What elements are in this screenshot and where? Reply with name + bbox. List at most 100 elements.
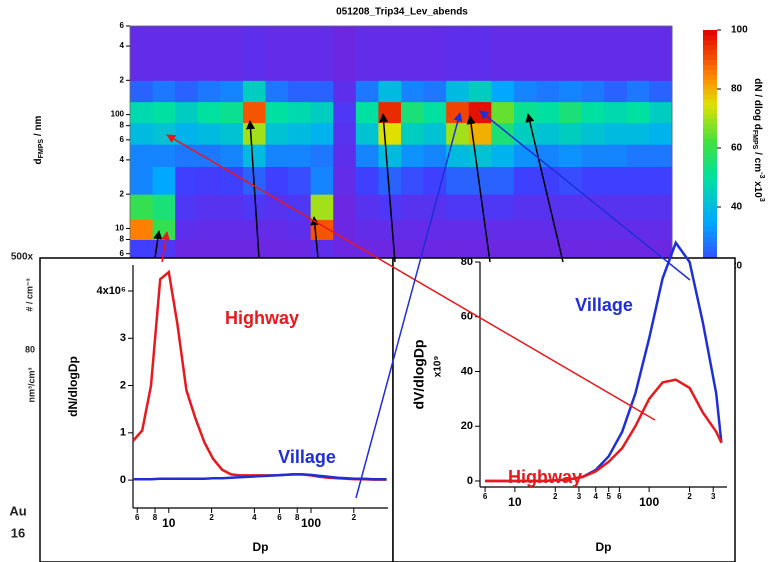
heat-cell	[220, 26, 243, 81]
heat-cell	[198, 239, 221, 258]
heat-cell	[378, 239, 401, 258]
heat-cell	[604, 194, 627, 220]
heat-cell	[266, 194, 289, 220]
y-tick-label: 0	[120, 474, 126, 486]
heat-cell	[537, 80, 560, 102]
colorbar-step	[703, 202, 717, 207]
colorbar-label-part: 3	[758, 198, 765, 202]
heat-cell	[424, 239, 447, 258]
colorbar-label-part: x10	[752, 178, 763, 198]
heat-cell	[627, 194, 650, 220]
heat-cell	[469, 102, 492, 124]
colorbar-step	[703, 178, 717, 183]
heat-cell	[153, 26, 176, 81]
heat-cell	[356, 219, 379, 240]
heat-cell	[491, 26, 514, 81]
y-axis-label-part: FMPS	[38, 139, 45, 159]
heat-cell	[537, 239, 560, 258]
heat-cell	[514, 102, 537, 124]
colorbar-step	[703, 114, 717, 119]
colorbar-step	[703, 207, 717, 212]
y-tick-label: 40	[461, 365, 473, 377]
colorbar-step	[703, 50, 717, 55]
heat-cell	[198, 80, 221, 102]
heat-cell	[446, 80, 469, 102]
heat-cell	[604, 102, 627, 124]
heat-cell	[424, 123, 447, 145]
heat-cell	[333, 102, 356, 124]
heat-cell	[311, 194, 334, 220]
series-label: Village	[278, 447, 336, 467]
heat-cell	[582, 102, 605, 124]
heat-cell	[469, 219, 492, 240]
heat-cell	[130, 239, 153, 258]
heatmap-title: 051208_Trip34_Lev_abends	[336, 7, 468, 18]
heat-cell	[582, 26, 605, 81]
y-axis-label: dFMPS / nm	[33, 115, 46, 164]
heat-cell	[582, 123, 605, 145]
heat-cell	[175, 239, 198, 258]
colorbar-step	[703, 158, 717, 163]
heat-cell	[333, 80, 356, 102]
colorbar-step	[703, 40, 717, 45]
heat-cell	[424, 80, 447, 102]
background-text: 500x	[11, 252, 34, 263]
heat-cell	[220, 219, 243, 240]
heat-cell	[559, 239, 582, 258]
colorbar-step	[703, 187, 717, 192]
colorbar-step	[703, 45, 717, 50]
y-tick-label: 6	[120, 135, 125, 144]
y-tick-label: 2	[120, 189, 125, 198]
heat-cell	[649, 194, 672, 220]
colorbar-step	[703, 60, 717, 65]
colorbar-step	[703, 84, 717, 89]
heat-cell	[514, 80, 537, 102]
colorbar-label-part: / cm	[752, 149, 763, 172]
y-tick-label: 4	[120, 155, 125, 164]
colorbar-label-part: dN / dlog d	[752, 78, 763, 130]
heat-cell	[333, 239, 356, 258]
colorbar-tick-label: 60	[731, 143, 743, 154]
heat-cell	[153, 194, 176, 220]
heat-cell	[649, 80, 672, 102]
heat-cell	[401, 144, 424, 167]
colorbar-step	[703, 128, 717, 133]
heat-cell	[424, 166, 447, 194]
colorbar-tick-label: 40	[731, 202, 743, 213]
x-tick-label: 2	[553, 492, 558, 501]
heat-cell	[446, 26, 469, 81]
heat-cell	[424, 144, 447, 167]
heat-cell	[175, 80, 198, 102]
y-tick-label: 10	[115, 224, 124, 233]
background-texts: 500x# / cm⁻³80nm³/cm³Au16	[9, 252, 36, 541]
heat-cell	[266, 102, 289, 124]
heat-cell	[491, 123, 514, 145]
heat-cell	[130, 219, 153, 240]
x-tick-label: 2	[352, 513, 357, 522]
colorbar-step	[703, 148, 717, 153]
heat-cell	[604, 26, 627, 81]
heat-cell	[401, 26, 424, 81]
heat-cell	[288, 123, 311, 145]
heat-cell	[311, 144, 334, 167]
heat-cell	[582, 80, 605, 102]
heat-cell	[356, 123, 379, 145]
x-tick-label: 3	[577, 492, 582, 501]
x-tick-label: 100	[639, 495, 659, 509]
colorbar-label: dN / dlog dFMPS / cm-3 x103	[751, 78, 765, 202]
heat-cell	[446, 144, 469, 167]
heat-cell	[559, 102, 582, 124]
heat-cell	[649, 26, 672, 81]
heat-cell	[288, 144, 311, 167]
heat-cell	[220, 80, 243, 102]
x-tick-label: 8	[153, 513, 158, 522]
heat-cell	[401, 102, 424, 124]
heat-cell	[446, 123, 469, 145]
heat-cell	[514, 194, 537, 220]
heat-cell	[424, 102, 447, 124]
heat-cell	[243, 239, 266, 258]
heat-cell	[311, 80, 334, 102]
heat-cell	[401, 123, 424, 145]
colorbar-step	[703, 212, 717, 217]
